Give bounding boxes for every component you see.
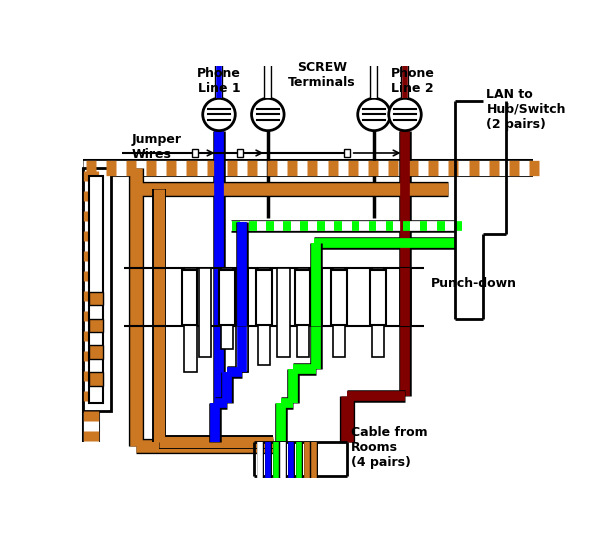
Text: LAN to
Hub/Switch
(2 pairs): LAN to Hub/Switch (2 pairs) <box>486 88 566 130</box>
Text: Phone
Line 1: Phone Line 1 <box>197 67 241 96</box>
Bar <box>258 268 270 365</box>
Bar <box>236 268 249 373</box>
Text: SCREW
Terminals: SCREW Terminals <box>288 61 356 89</box>
Bar <box>219 270 235 325</box>
Bar <box>89 318 103 332</box>
Text: Phone
Line 2: Phone Line 2 <box>391 67 434 96</box>
Bar <box>83 169 111 411</box>
Bar <box>333 268 345 357</box>
Bar <box>221 268 233 350</box>
Bar <box>192 149 198 157</box>
Bar <box>277 268 290 357</box>
Bar <box>89 176 103 403</box>
Bar <box>370 270 385 325</box>
Bar <box>371 268 384 357</box>
Circle shape <box>358 98 390 130</box>
Circle shape <box>389 98 421 130</box>
Bar <box>237 149 243 157</box>
Bar <box>296 268 309 357</box>
Text: Punch-down: Punch-down <box>431 278 517 291</box>
Text: Cable from
Rooms
(4 pairs): Cable from Rooms (4 pairs) <box>351 426 427 469</box>
Bar <box>184 268 197 373</box>
Bar <box>332 270 347 325</box>
Bar <box>89 373 103 386</box>
Bar <box>89 345 103 359</box>
Bar <box>295 270 310 325</box>
Bar <box>89 292 103 306</box>
Bar <box>199 268 211 357</box>
Text: Jumper
Wires: Jumper Wires <box>131 133 182 161</box>
Bar <box>182 270 197 325</box>
Circle shape <box>252 98 284 130</box>
Circle shape <box>203 98 235 130</box>
Bar <box>344 149 350 157</box>
Bar <box>256 270 272 325</box>
